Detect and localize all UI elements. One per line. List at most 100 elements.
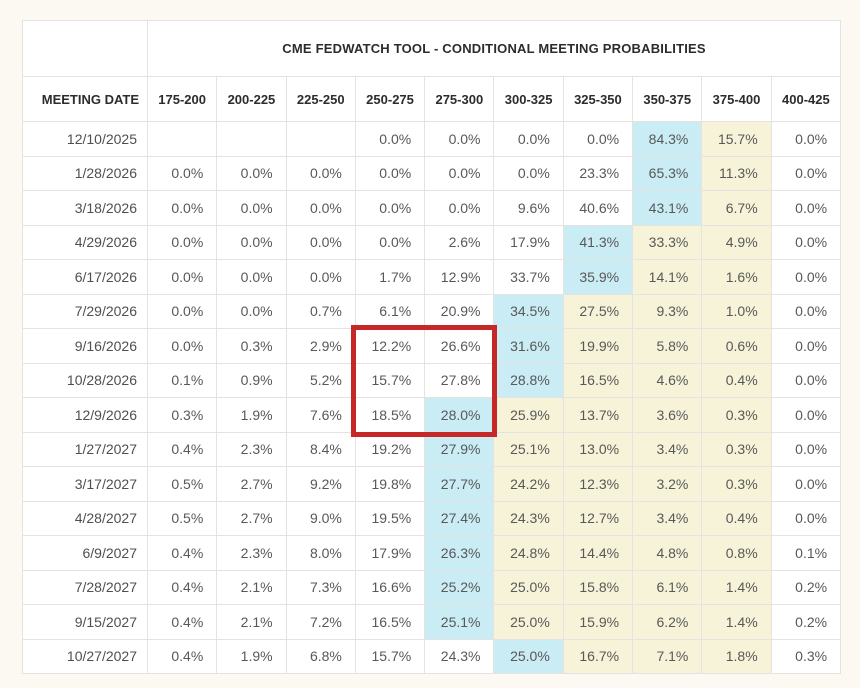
table-row: 10/28/2026 0.1% 0.9% 5.2% 15.7% 27.8% 28.8% 16.… <box>22 362 842 398</box>
probability-cell: 15.7% <box>354 638 426 674</box>
probability-cell: 0.2% <box>770 569 842 605</box>
probability-cell: 6.8% <box>285 638 356 674</box>
probability-cell: 0.0% <box>216 190 287 226</box>
probability-cell: 28.8% <box>493 362 564 398</box>
probability-cell: 65.3% <box>632 155 703 191</box>
title-row-corner-cell <box>22 20 148 77</box>
probability-cell: 6.7% <box>701 190 772 226</box>
probability-cell: 0.0% <box>493 121 564 157</box>
rate-range-header: 300-325 <box>493 76 564 122</box>
probability-cell: 19.9% <box>562 328 634 364</box>
probability-cell: 25.0% <box>493 604 564 640</box>
probability-cell: 0.0% <box>285 259 356 295</box>
rate-range-header: 350-375 <box>632 76 703 122</box>
probability-cell: 23.3% <box>562 155 634 191</box>
probability-cell: 34.5% <box>493 293 564 329</box>
probability-cell: 13.0% <box>562 431 634 467</box>
probability-cell: 0.0% <box>424 121 495 157</box>
probability-cell: 12.2% <box>354 328 426 364</box>
table-row: 7/28/2027 0.4% 2.1% 7.3% 16.6% 25.2% 25.0% 15.8… <box>22 569 842 605</box>
table-row: 7/29/2026 0.0% 0.0% 0.7% 6.1% 20.9% 34.5% 27.5%… <box>22 293 842 329</box>
probability-cell: 12.9% <box>424 259 495 295</box>
probability-cell: 0.3% <box>701 466 772 502</box>
probability-cell: 12.3% <box>562 466 634 502</box>
probability-cell: 0.0% <box>354 190 426 226</box>
probability-cell: 14.4% <box>562 535 634 571</box>
probability-cell: 0.6% <box>701 328 772 364</box>
probability-cell: 0.0% <box>770 362 842 398</box>
probability-cell: 0.0% <box>770 500 842 536</box>
probability-cell: 16.5% <box>354 604 426 640</box>
probability-cell: 0.9% <box>216 362 287 398</box>
probability-cell: 2.7% <box>216 500 287 536</box>
probability-cell: 25.0% <box>493 638 564 674</box>
probability-cell: 2.1% <box>216 604 287 640</box>
probability-cell: 0.4% <box>146 569 218 605</box>
probability-cell: 15.7% <box>354 362 426 398</box>
probability-cell: 5.8% <box>632 328 703 364</box>
probability-cell: 25.2% <box>424 569 495 605</box>
probability-cell: 0.0% <box>285 224 356 260</box>
probability-cell: 25.1% <box>493 431 564 467</box>
probability-cell: 3.6% <box>632 397 703 433</box>
probability-cell: 28.0% <box>424 397 495 433</box>
probability-cell: 7.6% <box>285 397 356 433</box>
probability-cell: 2.3% <box>216 535 287 571</box>
probability-cell: 1.8% <box>701 638 772 674</box>
probability-cell: 16.5% <box>562 362 634 398</box>
probability-cell: 0.0% <box>216 155 287 191</box>
probability-cell: 0.3% <box>701 397 772 433</box>
probability-cell: 40.6% <box>562 190 634 226</box>
rate-range-header: 250-275 <box>354 76 426 122</box>
meeting-date-cell: 7/29/2026 <box>22 293 148 329</box>
probability-cell: 9.6% <box>493 190 564 226</box>
probability-cell: 19.8% <box>354 466 426 502</box>
probability-cell: 4.9% <box>701 224 772 260</box>
meeting-date-cell: 3/18/2026 <box>22 190 148 226</box>
table-row: 12/9/2026 0.3% 1.9% 7.6% 18.5% 28.0% 25.9% 13.7… <box>22 397 842 433</box>
probability-cell: 15.8% <box>562 569 634 605</box>
fedwatch-table: CME FEDWATCH TOOL - CONDITIONAL MEETING … <box>22 20 842 674</box>
meeting-date-cell: 10/28/2026 <box>22 362 148 398</box>
meeting-date-cell: 10/27/2027 <box>22 638 148 674</box>
probability-cell <box>146 121 218 157</box>
probability-cell: 0.0% <box>424 190 495 226</box>
table-row: 6/17/2026 0.0% 0.0% 0.0% 1.7% 12.9% 33.7% 35.9%… <box>22 259 842 295</box>
probability-cell: 0.0% <box>770 190 842 226</box>
probability-cell: 0.3% <box>701 431 772 467</box>
probability-cell: 0.3% <box>146 397 218 433</box>
probability-cell <box>285 121 356 157</box>
probability-cell: 0.0% <box>354 155 426 191</box>
probability-cell: 0.3% <box>770 638 842 674</box>
probability-cell: 1.6% <box>701 259 772 295</box>
table-row: 3/18/2026 0.0% 0.0% 0.0% 0.0% 0.0% 9.6% 40.6% 43… <box>22 190 842 226</box>
table-row: 3/17/2027 0.5% 2.7% 9.2% 19.8% 27.7% 24.2% 12.3… <box>22 466 842 502</box>
probability-cell: 25.9% <box>493 397 564 433</box>
probability-cell: 0.0% <box>146 155 218 191</box>
table-row: 1/28/2026 0.0% 0.0% 0.0% 0.0% 0.0% 0.0% 23.3% 65… <box>22 155 842 191</box>
meeting-date-cell: 4/28/2027 <box>22 500 148 536</box>
probability-cell: 0.1% <box>146 362 218 398</box>
probability-cell: 7.2% <box>285 604 356 640</box>
table-body: 12/10/2025 0.0% 0.0% 0.0% 0.0% 84.3% 15.7% 0.0%… <box>22 121 842 674</box>
probability-cell: 27.9% <box>424 431 495 467</box>
probability-cell: 9.0% <box>285 500 356 536</box>
probability-cell: 8.4% <box>285 431 356 467</box>
meeting-date-cell: 1/27/2027 <box>22 431 148 467</box>
probability-cell: 9.3% <box>632 293 703 329</box>
probability-cell: 24.2% <box>493 466 564 502</box>
probability-cell: 0.4% <box>701 362 772 398</box>
probability-cell: 1.7% <box>354 259 426 295</box>
probability-cell: 0.0% <box>770 293 842 329</box>
probability-cell: 0.4% <box>146 535 218 571</box>
probability-cell: 27.5% <box>562 293 634 329</box>
probability-cell: 15.9% <box>562 604 634 640</box>
probability-cell: 17.9% <box>354 535 426 571</box>
table-row: 6/9/2027 0.4% 2.3% 8.0% 17.9% 26.3% 24.8% 14.4%… <box>22 535 842 571</box>
probability-cell: 43.1% <box>632 190 703 226</box>
rate-range-header: 225-250 <box>285 76 356 122</box>
meeting-date-cell: 6/9/2027 <box>22 535 148 571</box>
table-row: 12/10/2025 0.0% 0.0% 0.0% 0.0% 84.3% 15.7% 0.0% <box>22 121 842 157</box>
probability-cell: 27.8% <box>424 362 495 398</box>
